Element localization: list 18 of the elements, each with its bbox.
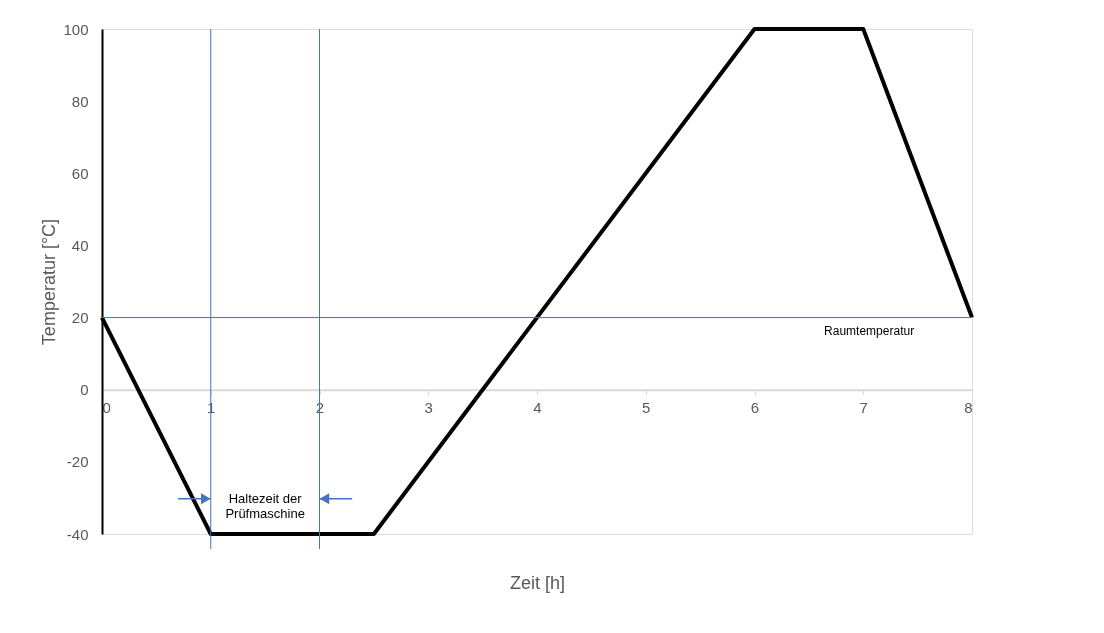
- x-tick-label: 4: [533, 399, 542, 417]
- x-axis-title: Zeit [h]: [509, 572, 566, 593]
- y-tick-label: -20: [66, 453, 89, 471]
- y-tick-label: 60: [71, 164, 89, 182]
- y-axis-title: Temperatur [°C]: [39, 218, 60, 346]
- x-tick-label: 8: [964, 399, 973, 417]
- x-tick-label: 7: [859, 399, 868, 417]
- y-tick-label: -40: [66, 525, 89, 543]
- y-tick-label: 80: [71, 92, 89, 110]
- y-tick-label: 40: [71, 236, 89, 254]
- ref-line-label: Raumtemperatur: [824, 323, 915, 338]
- y-tick-label: 20: [71, 309, 89, 327]
- x-tick-label: 3: [424, 399, 433, 417]
- y-tick-label: 0: [80, 381, 89, 399]
- annotation: Haltezeit der Prüfmaschine: [225, 490, 305, 521]
- x-tick-label: 5: [642, 399, 651, 417]
- x-tick-label: 6: [750, 399, 760, 417]
- y-tick-label: 100: [63, 20, 89, 38]
